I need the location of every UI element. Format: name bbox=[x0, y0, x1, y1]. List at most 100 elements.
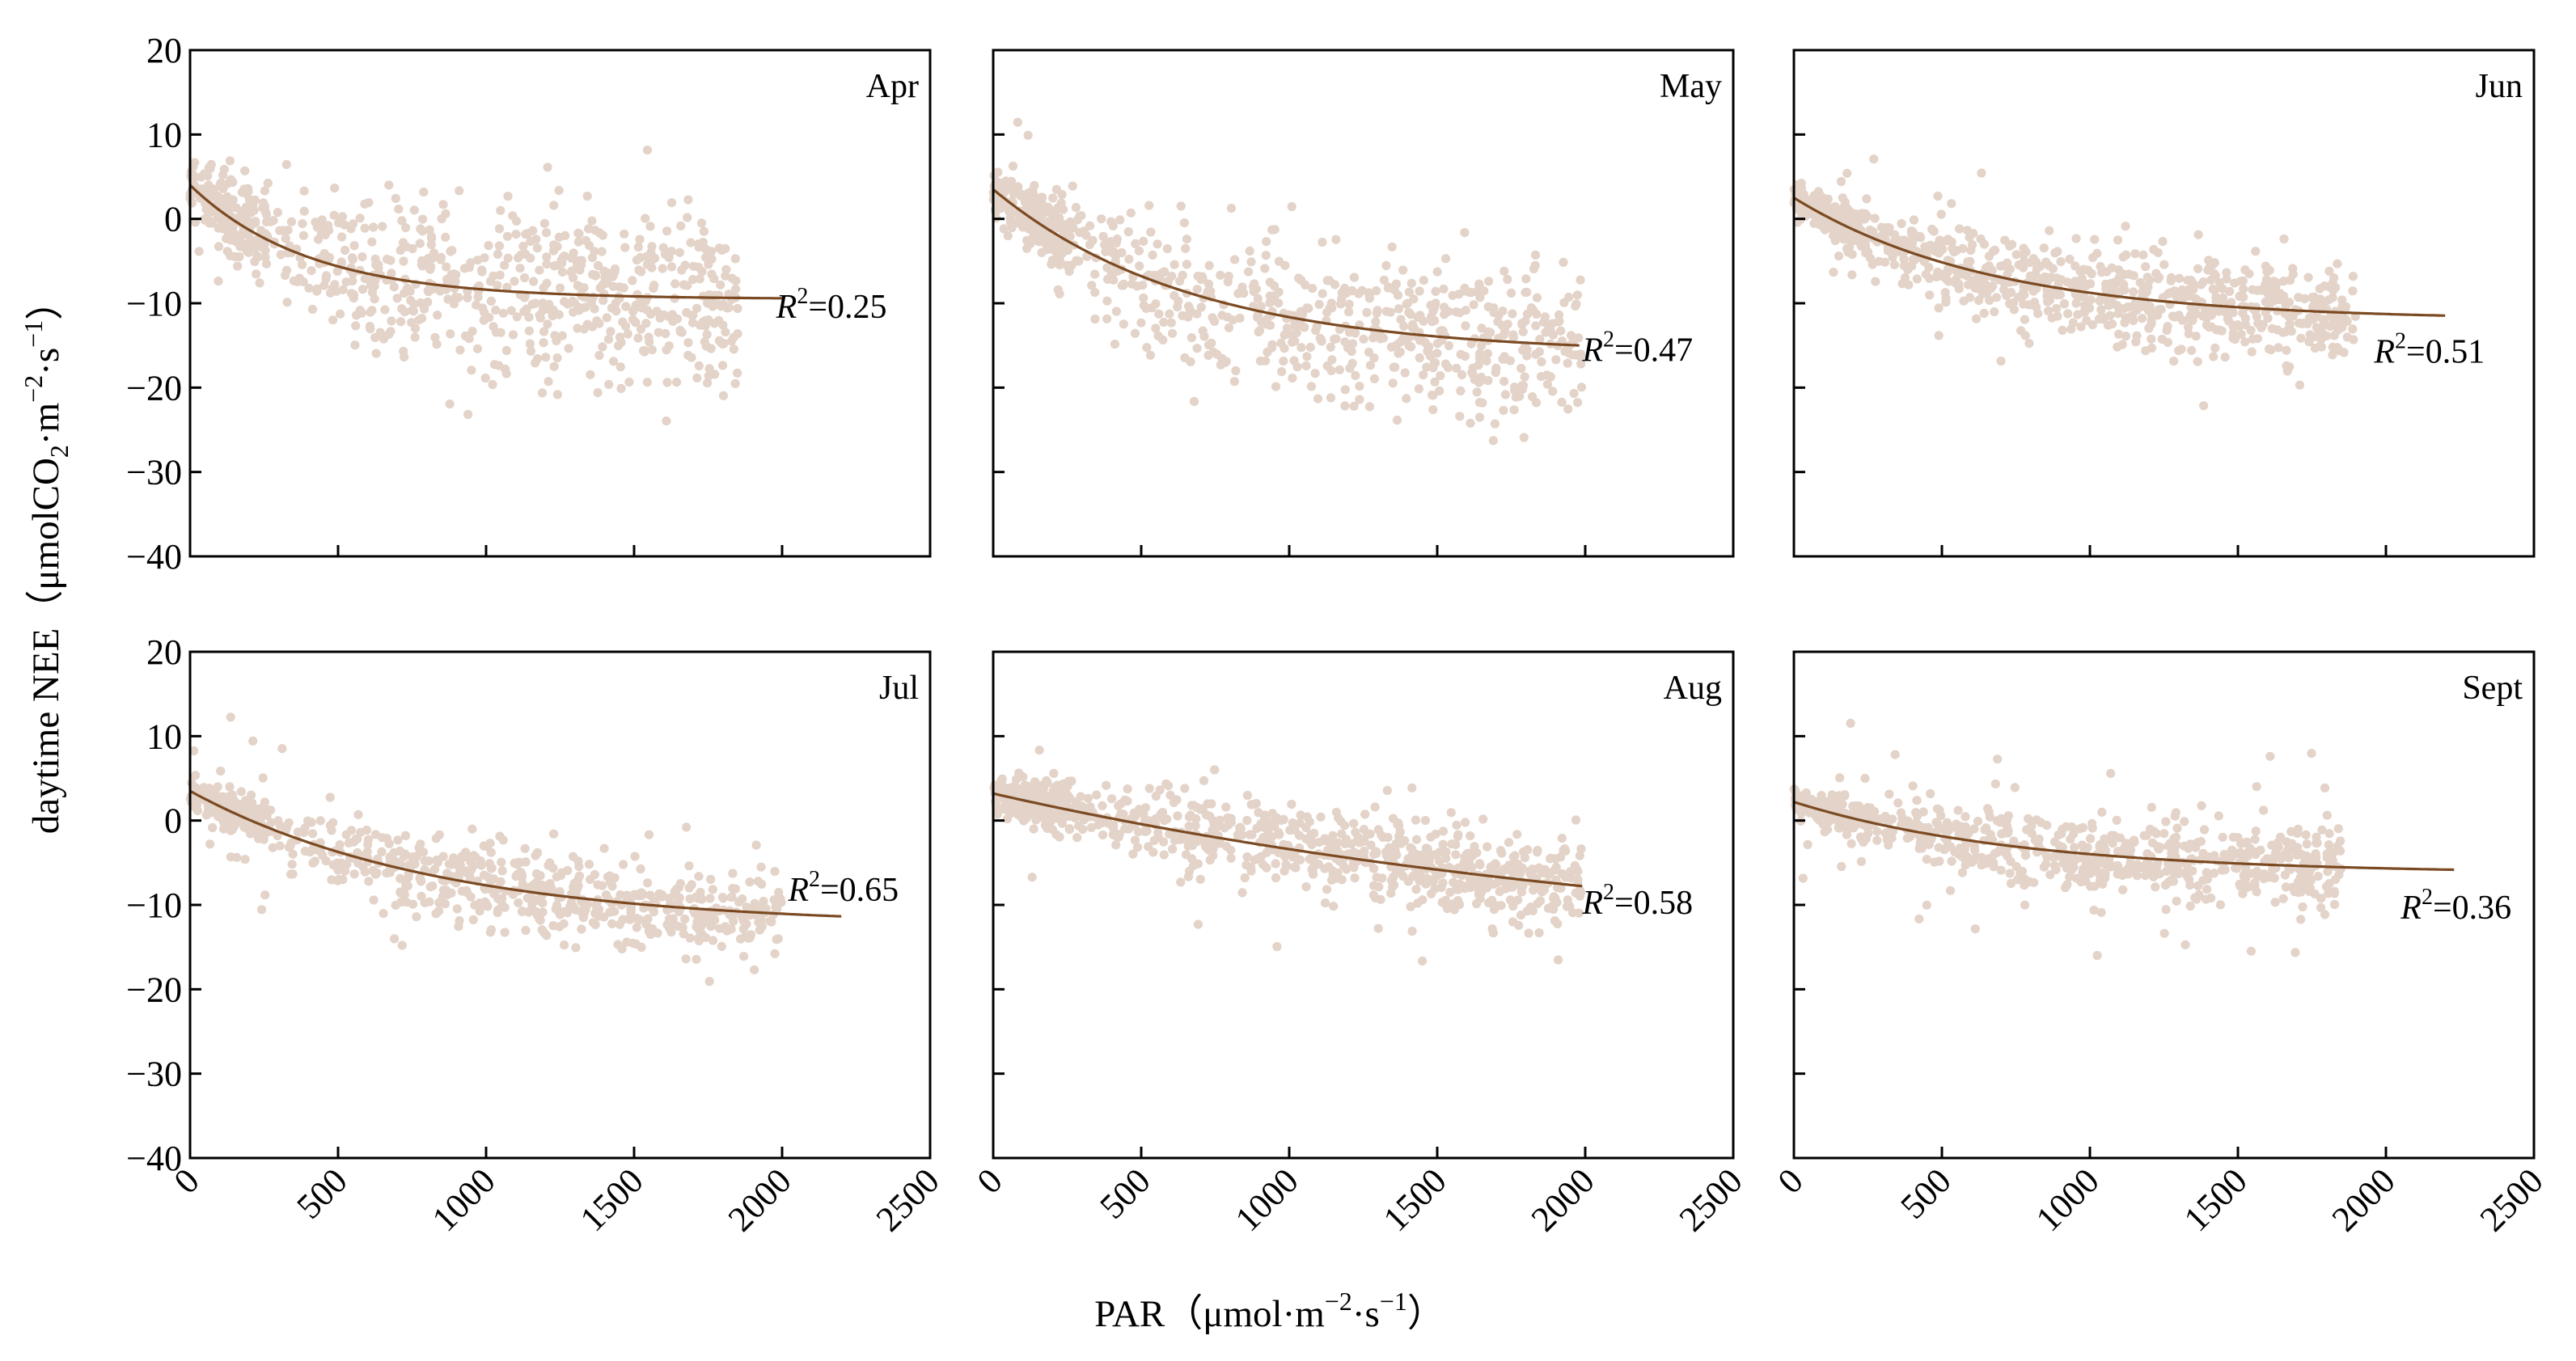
data-point bbox=[1236, 286, 1246, 297]
data-point bbox=[329, 210, 339, 220]
data-point bbox=[590, 247, 599, 256]
data-point bbox=[559, 907, 569, 916]
data-point bbox=[1182, 260, 1191, 269]
data-point bbox=[1123, 227, 1133, 237]
data-point bbox=[2051, 303, 2062, 314]
data-point bbox=[1388, 378, 1398, 388]
data-point bbox=[1430, 377, 1440, 387]
data-point bbox=[1440, 310, 1449, 319]
data-point bbox=[1556, 883, 1566, 893]
data-point bbox=[1934, 303, 1944, 313]
data-point bbox=[321, 271, 332, 281]
data-point bbox=[1204, 260, 1214, 270]
data-point bbox=[415, 873, 425, 882]
data-point bbox=[1848, 801, 1858, 811]
data-point bbox=[680, 914, 690, 924]
data-point bbox=[1495, 887, 1504, 897]
data-point bbox=[1840, 790, 1850, 800]
data-point bbox=[2092, 248, 2102, 258]
data-point bbox=[307, 304, 318, 315]
y-tick-label: −10 bbox=[126, 284, 182, 323]
data-point bbox=[718, 391, 729, 400]
data-point bbox=[642, 146, 653, 155]
data-point bbox=[488, 379, 497, 390]
data-point bbox=[213, 213, 222, 222]
data-point bbox=[2063, 309, 2073, 319]
data-point bbox=[756, 915, 766, 925]
data-point bbox=[683, 338, 693, 348]
data-point bbox=[397, 940, 407, 950]
data-point bbox=[539, 218, 550, 228]
data-point bbox=[1902, 833, 1912, 843]
data-point bbox=[1402, 394, 1411, 404]
data-point bbox=[644, 830, 654, 839]
data-point bbox=[1491, 860, 1501, 869]
data-point bbox=[2339, 348, 2349, 357]
data-point bbox=[2185, 314, 2194, 323]
data-point bbox=[248, 736, 258, 746]
data-point bbox=[1492, 867, 1502, 877]
data-point bbox=[1474, 885, 1483, 895]
data-point bbox=[1908, 781, 1918, 791]
data-point bbox=[1092, 790, 1102, 800]
data-point bbox=[464, 869, 474, 878]
data-point bbox=[286, 869, 296, 879]
y-tick-label: 10 bbox=[146, 115, 182, 154]
data-point bbox=[416, 839, 425, 849]
data-point bbox=[516, 250, 526, 260]
data-point bbox=[2147, 334, 2156, 344]
data-point bbox=[694, 361, 704, 370]
data-point bbox=[2209, 869, 2219, 878]
data-point bbox=[2270, 898, 2280, 907]
data-point bbox=[632, 256, 642, 265]
data-point bbox=[2244, 269, 2254, 279]
data-point bbox=[1411, 815, 1421, 825]
data-point bbox=[2316, 894, 2326, 903]
data-point bbox=[1014, 768, 1024, 778]
data-point bbox=[1461, 306, 1470, 315]
data-point bbox=[1131, 239, 1140, 248]
data-point bbox=[707, 269, 717, 279]
data-point bbox=[2036, 818, 2046, 827]
data-point bbox=[281, 159, 291, 169]
data-point bbox=[674, 922, 683, 932]
data-point bbox=[1482, 356, 1491, 366]
data-point bbox=[407, 318, 417, 328]
data-point bbox=[1229, 377, 1239, 387]
data-point bbox=[1153, 239, 1162, 249]
data-point bbox=[1267, 340, 1277, 349]
data-point bbox=[467, 327, 477, 336]
data-point bbox=[633, 243, 643, 252]
data-point bbox=[1026, 218, 1035, 229]
data-point bbox=[525, 339, 535, 349]
data-point bbox=[327, 826, 336, 835]
data-point bbox=[1056, 791, 1066, 801]
data-point bbox=[577, 924, 586, 934]
data-point bbox=[255, 278, 264, 288]
data-point bbox=[1090, 288, 1100, 298]
data-point bbox=[399, 256, 408, 266]
data-point bbox=[232, 852, 242, 862]
data-point bbox=[2209, 352, 2219, 361]
data-point bbox=[694, 925, 704, 935]
data-point bbox=[1365, 361, 1375, 370]
data-point bbox=[226, 712, 235, 722]
data-point bbox=[2065, 872, 2075, 881]
data-point bbox=[2172, 823, 2182, 833]
data-point bbox=[2187, 345, 2197, 355]
data-point bbox=[2274, 343, 2283, 353]
data-point bbox=[2005, 869, 2015, 878]
data-point bbox=[1413, 898, 1423, 908]
data-point bbox=[213, 811, 222, 821]
r2-label: R2=0.51 bbox=[2373, 328, 2485, 370]
data-point bbox=[2228, 832, 2238, 842]
data-point bbox=[2043, 295, 2053, 305]
data-point bbox=[502, 282, 512, 292]
data-point bbox=[1483, 327, 1493, 336]
data-point bbox=[1872, 835, 1882, 845]
data-point bbox=[2337, 295, 2347, 305]
data-point bbox=[1186, 357, 1195, 366]
fit-curve bbox=[189, 789, 842, 918]
data-point bbox=[1301, 882, 1311, 892]
data-point bbox=[602, 268, 612, 277]
